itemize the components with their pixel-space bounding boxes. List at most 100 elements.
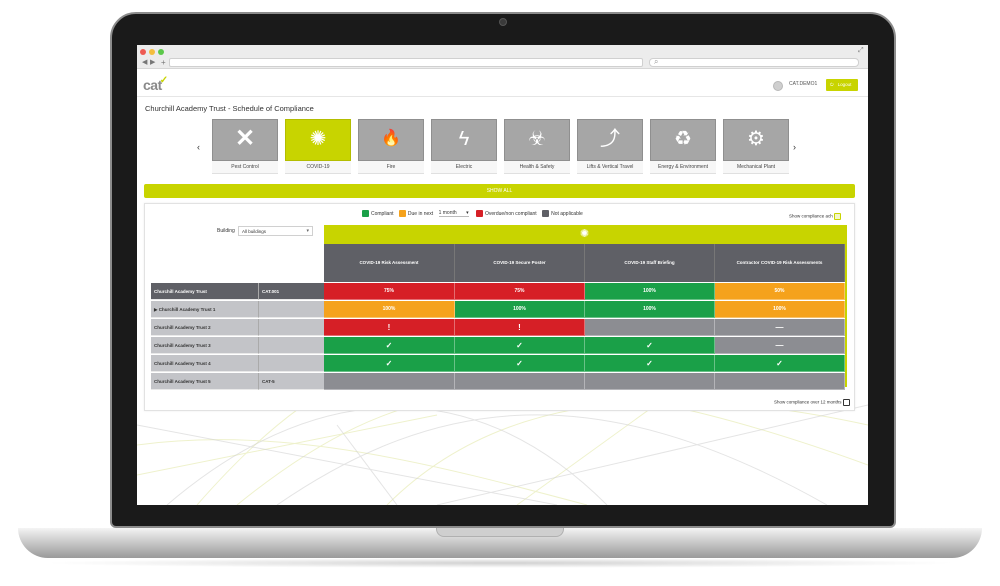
compliance-cell[interactable]: 100%: [585, 301, 715, 318]
compliance-cell[interactable]: 100%: [324, 301, 455, 318]
tile-label: Lifts & Vertical Travel: [577, 161, 643, 174]
avatar[interactable]: [773, 81, 783, 91]
column-header[interactable]: Contractor COVID-19 Risk Assessments: [715, 244, 845, 282]
compliance-cell[interactable]: —: [715, 337, 845, 354]
tile-box: [723, 119, 789, 161]
table-row-code: [258, 337, 324, 354]
logout-label: Logout: [837, 82, 852, 87]
column-header[interactable]: COVID-19 Risk Assessment: [324, 244, 455, 282]
show-compliance-ach-option[interactable]: Show compliance ach: [789, 213, 841, 220]
compliance-cell[interactable]: ✓: [324, 337, 455, 354]
logo-tick-icon: ✓: [159, 75, 168, 86]
category-tile-energy[interactable]: ♻ Energy & Environment: [650, 119, 716, 174]
legend-compliant-label: Compliant: [371, 210, 394, 217]
compliance-cell[interactable]: [585, 373, 715, 390]
compliance-cell[interactable]: 75%: [324, 283, 455, 300]
category-tile-mechanical[interactable]: ⚙ Mechanical Plant: [723, 119, 789, 174]
search-icon: ⌕: [654, 57, 659, 66]
period-value: 1 month: [438, 210, 457, 216]
legend-na-label: Not applicable: [551, 210, 583, 217]
compliance-cell[interactable]: [324, 373, 455, 390]
category-tile-pest-control[interactable]: ✕ Pest Control: [212, 119, 278, 174]
row-name-label: Churchill Academy Trust 1: [158, 307, 216, 312]
show-compliance-ach-checkbox[interactable]: [833, 213, 841, 220]
category-tile-electric[interactable]: ϟ Electric: [431, 119, 497, 174]
compliance-cell[interactable]: !: [324, 319, 455, 336]
show-compliance-ach-label: Show compliance ach: [789, 213, 833, 219]
tile-label: Energy & Environment: [650, 161, 716, 174]
compliance-cell[interactable]: 50%: [715, 283, 845, 300]
table-row-name[interactable]: ▶ Churchill Academy Trust 1: [151, 301, 258, 318]
compliance-cell[interactable]: ✓: [455, 337, 585, 354]
tile-box: [431, 119, 497, 161]
legend-overdue: Overdue/non compliant: [475, 210, 537, 217]
browser-search-bar[interactable]: ⌕: [649, 57, 859, 67]
compliance-cell[interactable]: 75%: [455, 283, 585, 300]
compliance-cell[interactable]: [715, 373, 845, 390]
table-row-name[interactable]: Churchill Academy Trust: [151, 283, 258, 300]
compliant-swatch: [362, 210, 369, 217]
compliance-cell[interactable]: ✓: [455, 355, 585, 372]
table-row-code: [258, 319, 324, 336]
table-row-code: [258, 301, 324, 318]
category-tile-covid-19[interactable]: ✺ COVID-19: [285, 119, 351, 174]
minimize-window-dot[interactable]: [149, 49, 155, 55]
table-row-name[interactable]: Churchill Academy Trust 2: [151, 319, 258, 336]
compliance-cell[interactable]: [585, 319, 715, 336]
legend-due-label: Due in next: [407, 210, 434, 217]
compliance-cell[interactable]: —: [715, 319, 845, 336]
table-row-name[interactable]: Churchill Academy Trust 3: [151, 337, 258, 354]
category-tile-lifts[interactable]: ⤴ Lifts & Vertical Travel: [577, 119, 643, 174]
compliance-cell[interactable]: !: [455, 319, 585, 336]
carousel-next-icon[interactable]: ›: [793, 142, 796, 152]
compliance-cell[interactable]: ✓: [324, 355, 455, 372]
show-compliance-12-option[interactable]: Show compliance over 12 months: [774, 399, 850, 406]
new-tab-icon[interactable]: +: [161, 58, 166, 67]
table-row-name[interactable]: Churchill Academy Trust 4: [151, 355, 258, 372]
column-header[interactable]: COVID-19 Secure Poster: [455, 244, 585, 282]
tile-label: Health & Safety: [504, 161, 570, 174]
logout-button[interactable]: ⏻ Logout: [826, 79, 858, 91]
maximize-window-dot[interactable]: [158, 49, 164, 55]
compliance-cell[interactable]: ✓: [585, 337, 715, 354]
legend-overdue-label: Overdue/non compliant: [484, 210, 537, 217]
gears-icon: ⚙: [747, 128, 765, 150]
compliance-cell[interactable]: ✓: [585, 355, 715, 372]
close-window-dot[interactable]: [140, 49, 146, 55]
logo[interactable]: cat✓: [143, 75, 170, 93]
show-compliance-12-checkbox[interactable]: [842, 399, 850, 406]
compliance-cell[interactable]: 100%: [715, 301, 845, 318]
biohazard-icon: ☣: [528, 128, 546, 150]
compliance-cell[interactable]: [455, 373, 585, 390]
laptop-notch: [436, 528, 564, 537]
legend-due: Due in next: [398, 210, 434, 217]
show-all-button[interactable]: SHOW ALL: [144, 184, 855, 198]
table-row-name[interactable]: Churchill Academy Trust 5: [151, 373, 258, 390]
column-header[interactable]: COVID-19 Staff Briefing: [585, 244, 715, 282]
fullscreen-icon[interactable]: ⤢: [858, 47, 864, 54]
building-select[interactable]: All buildings ▾: [238, 226, 313, 236]
tile-label: Electric: [431, 161, 497, 174]
compliance-cell[interactable]: ✓: [715, 355, 845, 372]
browser-chrome: ◀ ▶ + ⌕ ⤢: [137, 45, 868, 69]
forward-icon[interactable]: ▶: [150, 59, 156, 66]
tile-box: [577, 119, 643, 161]
tile-label: COVID-19: [285, 161, 351, 174]
show-compliance-12-label: Show compliance over 12 months: [774, 399, 842, 405]
address-bar[interactable]: [169, 58, 643, 67]
tile-box: [504, 119, 570, 161]
carousel-prev-icon[interactable]: ‹: [197, 142, 200, 152]
legend: Compliant Due in next 1 month ▾ Overdue/n…: [362, 210, 587, 217]
period-select[interactable]: 1 month ▾: [438, 210, 469, 217]
compliance-cell[interactable]: 100%: [585, 283, 715, 300]
category-tile-fire[interactable]: 🔥 Fire: [358, 119, 424, 174]
tile-label: Pest Control: [212, 161, 278, 174]
tile-box: [212, 119, 278, 161]
webcam: [499, 18, 507, 26]
category-tile-health-safety[interactable]: ☣ Health & Safety: [504, 119, 570, 174]
expand-icon[interactable]: ▶: [154, 307, 158, 312]
building-value: All buildings: [242, 229, 267, 234]
back-icon[interactable]: ◀: [142, 59, 148, 66]
compliance-cell[interactable]: 100%: [455, 301, 585, 318]
header-divider: [137, 96, 868, 97]
